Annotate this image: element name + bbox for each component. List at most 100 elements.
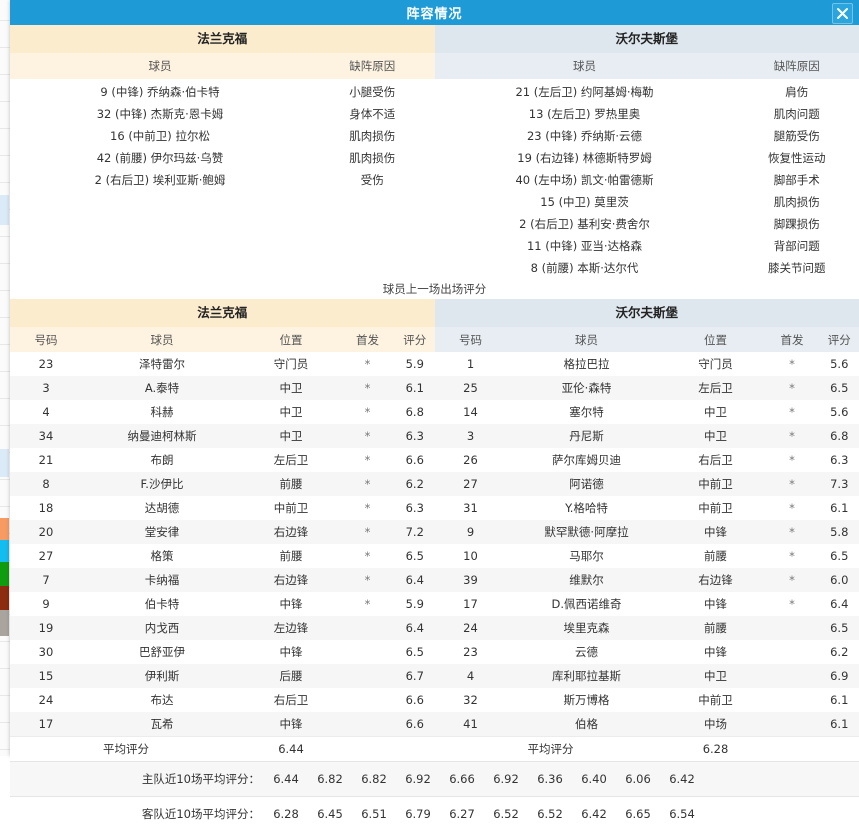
player-rating: 6.4 — [395, 621, 435, 635]
player-starter: * — [765, 525, 820, 539]
player-name: Y.格哈特 — [507, 500, 667, 516]
player-position: 中锋 — [242, 596, 340, 612]
player-position: 中锋 — [242, 644, 340, 660]
player-number: 15 — [10, 669, 82, 683]
ratings-team-name-away: 沃尔夫斯堡 — [435, 299, 859, 327]
player-position: 右后卫 — [242, 692, 340, 708]
player-name: 马耶尔 — [507, 548, 667, 564]
close-icon[interactable] — [832, 3, 853, 24]
injury-team-name-home: 法兰克福 — [10, 25, 435, 53]
player-starter: * — [340, 453, 395, 467]
player-position: 中前卫 — [667, 692, 765, 708]
player-position: 左后卫 — [242, 452, 340, 468]
injury-player-name: 2 (右后卫) 埃利亚斯·鲍姆 — [10, 172, 310, 188]
player-number: 18 — [10, 501, 82, 515]
player-position: 守门员 — [242, 356, 340, 372]
average-value-home: 6.44 — [242, 742, 340, 756]
player-number: 3 — [435, 429, 507, 443]
injury-player-name: 13 (左后卫) 罗热里奥 — [435, 106, 735, 122]
player-number: 30 — [10, 645, 82, 659]
player-position: 中卫 — [667, 428, 765, 444]
background-row-line — [0, 425, 10, 426]
last10-value: 6.36 — [528, 772, 572, 786]
background-highlight-row-2 — [0, 449, 9, 477]
last10-value: 6.52 — [484, 807, 528, 821]
modal-titlebar: 阵容情况 — [10, 0, 859, 25]
injury-player-name: 9 (中锋) 乔纳森·伯卡特 — [10, 84, 310, 100]
injury-col-player-away: 球员 — [435, 58, 735, 74]
last10-value: 6.45 — [308, 807, 352, 821]
player-rating: 6.4 — [820, 597, 859, 611]
injury-reason: 肌肉损伤 — [310, 128, 435, 144]
player-rating: 6.5 — [820, 381, 859, 395]
player-position: 中卫 — [242, 428, 340, 444]
player-number: 8 — [10, 477, 82, 491]
player-name: D.佩西诺维奇 — [507, 596, 667, 612]
player-starter: * — [340, 429, 395, 443]
player-starter: * — [340, 405, 395, 419]
player-rating: 6.2 — [820, 645, 859, 659]
player-position: 左边锋 — [242, 620, 340, 636]
player-rating: 5.9 — [395, 597, 435, 611]
player-position: 前腰 — [667, 620, 765, 636]
player-number: 24 — [435, 621, 507, 635]
player-number: 4 — [10, 405, 82, 419]
last10-value: 6.42 — [660, 772, 704, 786]
injury-player-name: 8 (前腰) 本斯·达尔代 — [435, 260, 735, 276]
player-starter: * — [765, 429, 820, 443]
player-name: 纳曼迪柯林斯 — [82, 428, 242, 444]
player-rating: 6.4 — [395, 573, 435, 587]
player-starter: * — [340, 357, 395, 371]
player-starter: * — [765, 573, 820, 587]
injury-row: 15 (中卫) 莫里茨肌肉损伤 — [435, 191, 859, 213]
average-value-away: 6.28 — [667, 742, 765, 756]
injury-reason: 小腿受伤 — [310, 84, 435, 100]
player-number: 1 — [435, 357, 507, 371]
background-row-lines — [0, 0, 10, 756]
background-row-line — [0, 74, 10, 75]
injury-col-reason-home: 缺阵原因 — [310, 58, 435, 74]
player-name: 伯格 — [507, 716, 667, 732]
col-header-number-home: 号码 — [10, 332, 82, 348]
player-number: 34 — [10, 429, 82, 443]
col-header-number-away: 号码 — [435, 332, 507, 348]
player-position: 前腰 — [242, 476, 340, 492]
player-name: 格策 — [82, 548, 242, 564]
last10-value: 6.28 — [264, 807, 308, 821]
player-number: 9 — [435, 525, 507, 539]
background-row-line — [0, 668, 10, 669]
player-rating: 6.3 — [820, 453, 859, 467]
injury-row: 13 (左后卫) 罗热里奥肌肉问题 — [435, 103, 859, 125]
player-rating: 6.3 — [395, 501, 435, 515]
player-name: F.沙伊比 — [82, 476, 242, 492]
away-last10-label: 客队近10场平均评分： — [10, 806, 264, 822]
player-name: 丹尼斯 — [507, 428, 667, 444]
background-color-strip — [0, 610, 9, 636]
player-number: 14 — [435, 405, 507, 419]
player-starter: * — [765, 357, 820, 371]
col-header-position-home: 位置 — [242, 332, 340, 348]
player-starter: * — [340, 381, 395, 395]
player-name: 默罕默德·阿摩拉 — [507, 524, 667, 540]
background-row-line — [0, 155, 10, 156]
background-row-line — [0, 263, 10, 264]
